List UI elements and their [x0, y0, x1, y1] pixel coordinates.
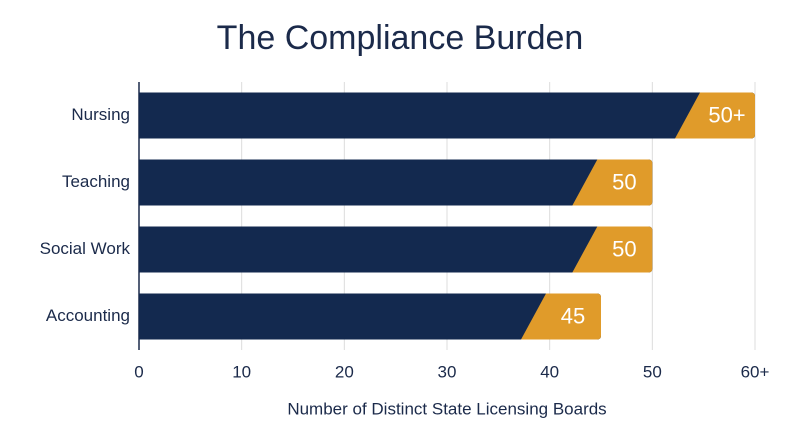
y-tick-label: Nursing	[71, 105, 130, 124]
bar-cap	[572, 226, 653, 273]
bar	[139, 92, 755, 139]
value-label: 45	[561, 303, 585, 328]
y-tick-label: Teaching	[62, 172, 130, 191]
chart-title: The Compliance Burden	[217, 19, 584, 57]
bar	[139, 293, 601, 340]
x-axis-label: Number of Distinct State Licensing Board…	[287, 399, 606, 418]
value-label: 50	[612, 169, 636, 194]
y-tick-label: Accounting	[46, 306, 130, 325]
bar-cap	[572, 159, 653, 206]
bar	[139, 159, 653, 206]
x-tick-label: 40	[540, 362, 559, 381]
x-tick-label: 10	[232, 362, 251, 381]
value-label: 50	[612, 236, 636, 261]
bar-cap	[675, 92, 755, 139]
bar-cap	[521, 293, 601, 340]
x-tick-label: 50	[643, 362, 662, 381]
x-tick-label: 30	[438, 362, 457, 381]
x-tick-label: 20	[335, 362, 354, 381]
bar	[139, 226, 653, 273]
y-tick-label: Social Work	[40, 239, 131, 258]
x-tick-label: 60+	[741, 362, 770, 381]
x-tick-label: 0	[134, 362, 143, 381]
value-label: 50+	[708, 102, 745, 127]
